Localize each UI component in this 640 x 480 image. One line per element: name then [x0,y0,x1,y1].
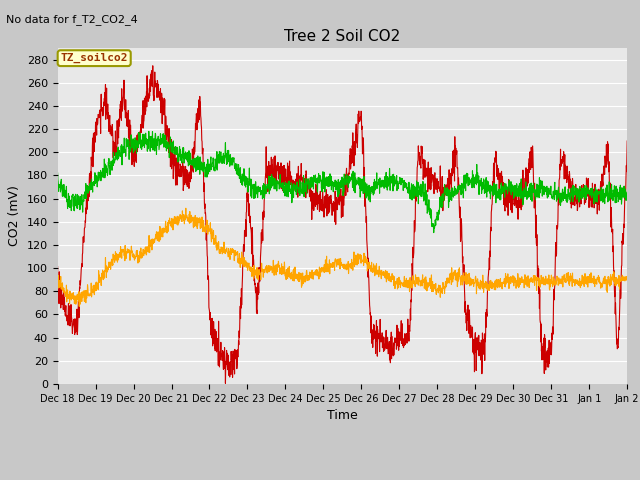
Text: TZ_soilco2: TZ_soilco2 [60,53,128,63]
Text: No data for f_T2_CO2_4: No data for f_T2_CO2_4 [6,14,138,25]
X-axis label: Time: Time [327,409,358,422]
Title: Tree 2 Soil CO2: Tree 2 Soil CO2 [284,29,401,44]
Y-axis label: CO2 (mV): CO2 (mV) [8,186,21,246]
